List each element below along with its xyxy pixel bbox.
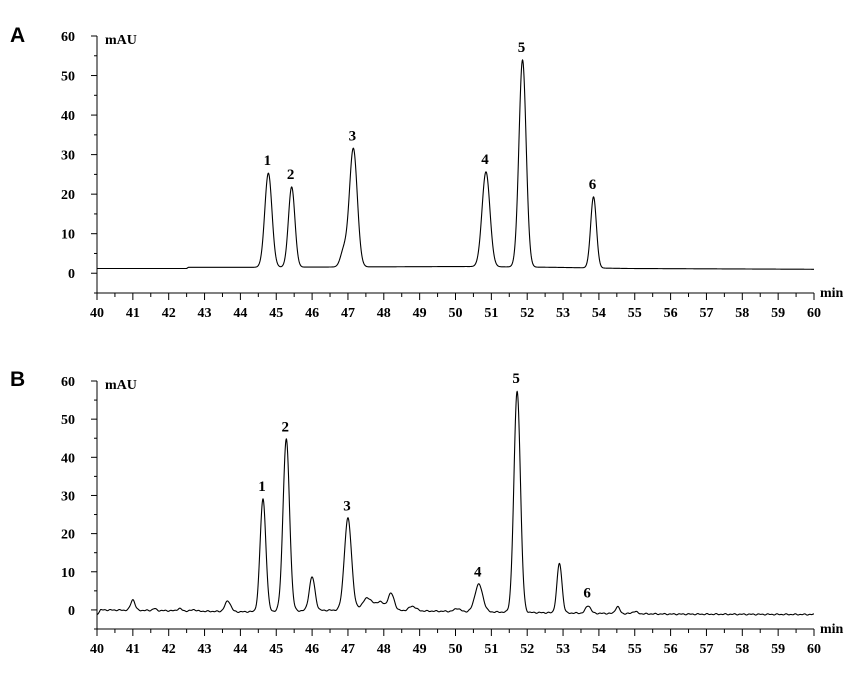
peak-label-1: 1 [264,153,272,169]
x-tick-label: 44 [233,642,247,657]
x-tick-label: 58 [735,306,749,321]
peak-label-2: 2 [287,167,295,183]
chromatogram-trace [96,59,815,270]
peak-label-6: 6 [589,177,597,193]
peak-label-3: 3 [349,128,357,144]
x-tick-label: 51 [484,306,498,321]
y-tick-label: 50 [61,413,75,428]
x-tick-label: 43 [198,306,212,321]
peak-label-3: 3 [343,498,351,514]
x-tick-label: 60 [807,306,821,321]
x-tick-label: 45 [269,642,283,657]
x-tick-label: 45 [269,306,283,321]
x-axis-label: min [820,286,844,301]
chromatogram-trace [96,390,815,616]
x-tick-label: 60 [807,642,821,657]
x-tick-label: 53 [556,642,570,657]
x-axis-label: min [820,622,844,637]
x-tick-label: 49 [413,306,427,321]
x-tick-label: 43 [198,642,212,657]
x-tick-label: 57 [699,306,713,321]
x-tick-label: 56 [664,642,678,657]
y-tick-label: 60 [61,375,75,390]
x-tick-label: 40 [90,642,104,657]
x-tick-label: 56 [664,306,678,321]
y-tick-label: 0 [68,604,75,619]
x-tick-label: 55 [628,306,642,321]
x-tick-label: 54 [592,306,606,321]
x-tick-label: 53 [556,306,570,321]
y-tick-label: 50 [61,70,75,85]
y-tick-label: 20 [61,188,75,203]
x-tick-label: 58 [735,642,749,657]
x-tick-label: 55 [628,642,642,657]
peak-label-4: 4 [481,152,489,168]
x-tick-label: 41 [126,306,140,321]
x-tick-label: 59 [771,642,785,657]
y-axis-label: mAU [105,378,137,393]
x-tick-label: 48 [377,306,391,321]
panel-letter: B [10,368,25,391]
x-tick-label: 50 [449,306,463,321]
y-tick-label: 0 [68,267,75,282]
x-tick-label: 59 [771,306,785,321]
x-tick-label: 50 [449,642,463,657]
y-tick-label: 30 [61,489,75,504]
x-tick-label: 51 [484,642,498,657]
peak-label-5: 5 [518,40,526,56]
x-tick-label: 48 [377,642,391,657]
peak-label-4: 4 [474,564,482,580]
x-tick-label: 54 [592,642,606,657]
y-tick-label: 20 [61,528,75,543]
x-tick-label: 41 [126,642,140,657]
y-tick-label: 10 [61,228,75,243]
y-axis-label: mAU [105,33,137,48]
y-tick-label: 60 [61,30,75,45]
x-tick-label: 46 [305,642,319,657]
x-tick-label: 57 [699,642,713,657]
x-tick-label: 42 [162,306,176,321]
x-tick-label: 47 [341,642,355,657]
peak-label-6: 6 [583,586,591,602]
peak-label-1: 1 [258,479,266,495]
x-tick-label: 52 [520,306,534,321]
y-tick-label: 10 [61,566,75,581]
y-tick-label: 30 [61,149,75,164]
x-tick-label: 52 [520,642,534,657]
x-tick-label: 49 [413,642,427,657]
peak-label-2: 2 [282,419,290,435]
x-tick-label: 46 [305,306,319,321]
y-tick-label: 40 [61,451,75,466]
x-tick-label: 44 [233,306,247,321]
x-tick-label: 47 [341,306,355,321]
x-tick-label: 40 [90,306,104,321]
peak-label-5: 5 [512,371,520,387]
x-tick-label: 42 [162,642,176,657]
y-tick-label: 40 [61,109,75,124]
panel-letter: A [10,24,25,47]
